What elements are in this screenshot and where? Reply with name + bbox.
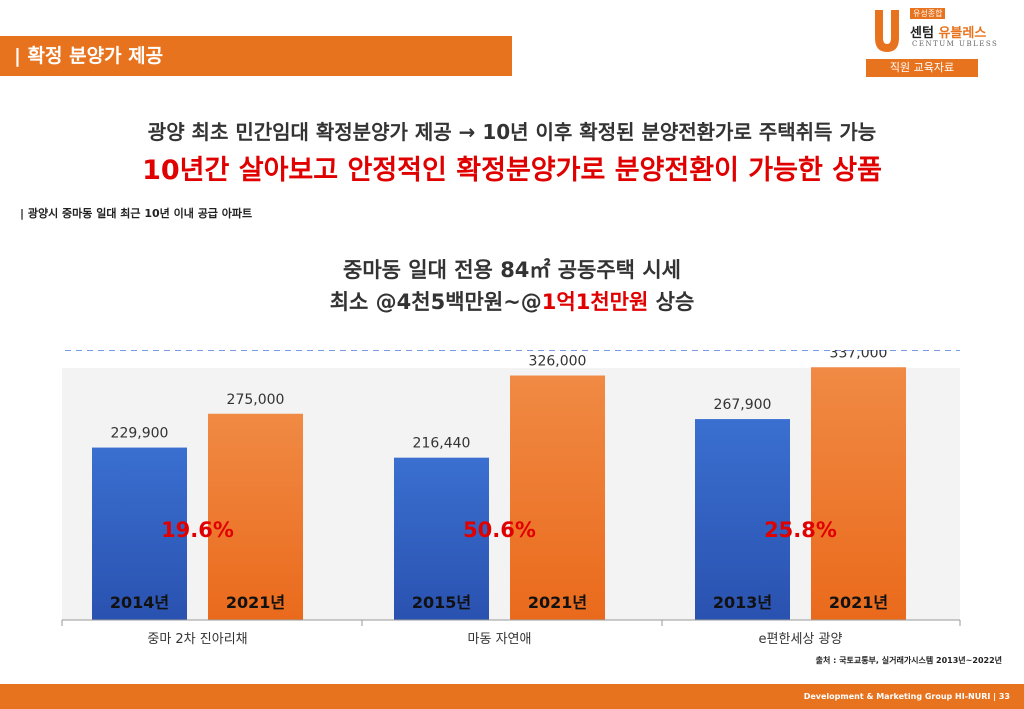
bar-before-0 <box>92 447 187 620</box>
value-label-before-2: 267,900 <box>714 397 772 413</box>
section-label: | 광양시 중마동 일대 최근 10년 이내 공급 아파트 <box>20 207 253 220</box>
year-label-before-2: 2013년 <box>713 593 772 612</box>
value-label-2021-1: 326,000 <box>529 354 587 370</box>
brand-logo: 유성종합 센텀 유블레스 CENTUM UBLESS <box>872 4 997 60</box>
category-label-1: 마동 자연애 <box>468 632 532 647</box>
footer-text: Development & Marketing Group HI-NURI | … <box>803 692 1010 701</box>
logo-subtitle: CENTUM UBLESS <box>912 40 999 48</box>
logo-badge: 유성종합 <box>910 8 946 19</box>
value-label-before-0: 229,900 <box>111 426 169 442</box>
header-bar <box>0 36 512 76</box>
growth-label-0: 19.6% <box>161 518 234 542</box>
footer-bar <box>0 684 1024 709</box>
growth-label-2: 25.8% <box>764 518 837 542</box>
growth-label-1: 50.6% <box>463 518 536 542</box>
bar-before-1 <box>394 457 489 620</box>
year-label-2021-2: 2021년 <box>829 593 888 612</box>
summary-line1: 중마동 일대 전용 84㎡ 공동주택 시세 <box>343 258 681 282</box>
price-bar-chart: 229,900 2014년 275,000 2021년 19.6% 중마 2차 진아리채 2… <box>61 350 961 647</box>
value-label-2021-0: 275,000 <box>227 392 285 408</box>
category-label-0: 중마 2차 진아리채 <box>147 632 247 647</box>
headline-line1: 광양 최초 민간임대 확정분양가 제공 → 10년 이후 확정된 분양전환가로 … <box>147 120 877 144</box>
value-label-before-1: 216,440 <box>413 436 471 452</box>
page-title: | 확정 분양가 제공 <box>14 45 164 67</box>
year-label-2021-0: 2021년 <box>226 593 285 612</box>
bar-2021-0 <box>208 413 303 620</box>
bar-2021-1 <box>510 375 605 620</box>
logo-u-icon <box>875 10 899 52</box>
value-label-2021-2: 337,000 <box>830 350 888 361</box>
logo-name: 센텀 유블레스 <box>910 26 987 41</box>
headline-line2: 10년간 살아보고 안정적인 확정분양가로 분양전환이 가능한 상품 <box>142 155 882 186</box>
summary-line2: 최소 @4천5백만원~@1억1천만원 상승 <box>329 290 695 314</box>
year-label-before-1: 2015년 <box>412 593 471 612</box>
bar-2021-2 <box>811 367 906 620</box>
category-label-2: e편한세상 광양 <box>759 632 843 647</box>
bar-before-2 <box>695 419 790 620</box>
year-label-before-0: 2014년 <box>110 593 169 612</box>
year-label-2021-1: 2021년 <box>528 593 587 612</box>
source-note: 출처 : 국토교통부, 실거래가시스템 2013년~2022년 <box>815 656 1002 665</box>
edu-badge: 직원 교육자료 <box>866 59 978 77</box>
